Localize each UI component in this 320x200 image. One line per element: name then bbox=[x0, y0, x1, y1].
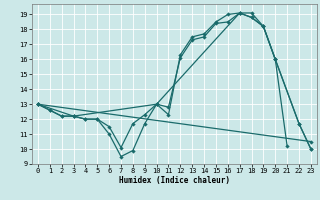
X-axis label: Humidex (Indice chaleur): Humidex (Indice chaleur) bbox=[119, 176, 230, 185]
